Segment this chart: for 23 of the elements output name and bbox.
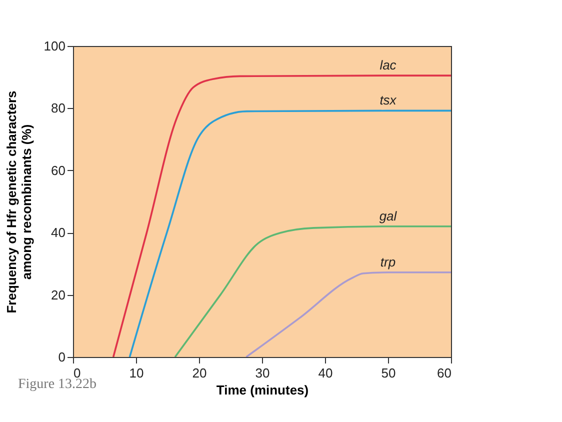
y-tick-label: 20 bbox=[51, 287, 66, 302]
series-label: trp bbox=[380, 254, 396, 270]
x-tick-label: 30 bbox=[255, 366, 270, 380]
x-tick-label: 60 bbox=[437, 366, 452, 380]
line-series bbox=[245, 272, 451, 357]
y-tick-label: 0 bbox=[58, 350, 66, 364]
x-axis-title: Time (minutes) bbox=[216, 382, 309, 398]
series-label: lac bbox=[380, 58, 397, 73]
x-tick-label: 20 bbox=[192, 366, 207, 380]
line-series bbox=[112, 74, 451, 357]
series-label: tsx bbox=[380, 92, 397, 108]
y-tick-label: 100 bbox=[44, 38, 66, 54]
line-series bbox=[174, 225, 451, 357]
x-tick-label: 40 bbox=[318, 366, 333, 380]
y-tick-label: 60 bbox=[51, 162, 66, 178]
y-tick-label: 80 bbox=[51, 100, 66, 116]
y-tick-label: 40 bbox=[51, 225, 66, 240]
line-series bbox=[128, 110, 451, 357]
y-axis-title: Frequency of Hfr genetic characters among recombinants (%) bbox=[4, 90, 34, 314]
caption: Figure 13.22b bbox=[18, 377, 97, 392]
x-tick-label: 50 bbox=[381, 366, 396, 380]
x-tick-label: 10 bbox=[129, 366, 144, 380]
series-label: gal bbox=[379, 208, 398, 224]
